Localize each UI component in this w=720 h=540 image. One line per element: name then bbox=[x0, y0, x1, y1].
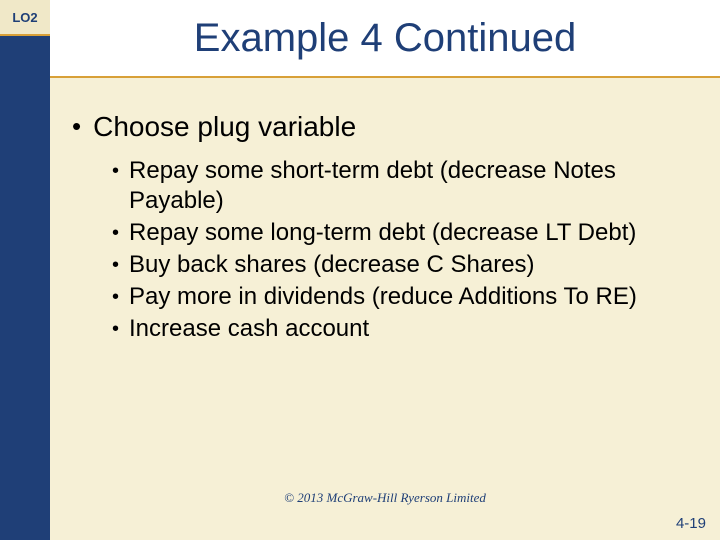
bullet-level2: • Repay some long-term debt (decrease LT … bbox=[112, 218, 688, 248]
bullet-text: Buy back shares (decrease C Shares) bbox=[129, 250, 535, 280]
sub-bullet-list: • Repay some short-term debt (decrease No… bbox=[112, 156, 688, 344]
bullet-dot: • bbox=[72, 110, 81, 142]
header: LO2 Example 4 Continued bbox=[0, 0, 720, 78]
slide: LO2 Example 4 Continued • Choose plug va… bbox=[0, 0, 720, 540]
bullet-level2: • Pay more in dividends (reduce Additions… bbox=[112, 282, 688, 312]
title-cell: Example 4 Continued bbox=[50, 0, 720, 78]
bullet-dot: • bbox=[112, 250, 119, 280]
bullet-level2: • Increase cash account bbox=[112, 314, 688, 344]
lo-label: LO2 bbox=[12, 10, 37, 25]
bullet-dot: • bbox=[112, 282, 119, 312]
bullet-level2: • Repay some short-term debt (decrease No… bbox=[112, 156, 688, 216]
bullet-level1: • Choose plug variable bbox=[68, 110, 688, 144]
body: • Choose plug variable • Repay some short… bbox=[50, 78, 720, 540]
bullet-dot: • bbox=[112, 156, 119, 186]
bullet-text: Repay some long-term debt (decrease LT D… bbox=[129, 218, 636, 248]
bullet-dot: • bbox=[112, 314, 119, 344]
copyright: © 2013 McGraw-Hill Ryerson Limited bbox=[50, 490, 720, 506]
bullet-text: Increase cash account bbox=[129, 314, 369, 344]
lo-badge: LO2 bbox=[0, 0, 50, 36]
left-stripe bbox=[0, 36, 50, 540]
page-number: 4-19 bbox=[676, 515, 706, 532]
bullet-text: Choose plug variable bbox=[93, 110, 356, 144]
bullet-text: Pay more in dividends (reduce Additions … bbox=[129, 282, 637, 312]
bullet-dot: • bbox=[112, 218, 119, 248]
bullet-level2: • Buy back shares (decrease C Shares) bbox=[112, 250, 688, 280]
slide-title: Example 4 Continued bbox=[194, 16, 576, 61]
content: • Choose plug variable • Repay some short… bbox=[50, 78, 720, 344]
bullet-text: Repay some short-term debt (decrease Not… bbox=[129, 156, 688, 216]
